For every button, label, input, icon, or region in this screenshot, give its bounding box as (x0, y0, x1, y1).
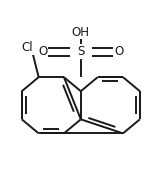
Text: O: O (38, 45, 47, 58)
Text: S: S (77, 45, 85, 58)
Text: O: O (114, 45, 123, 58)
Text: OH: OH (72, 26, 90, 39)
Text: Cl: Cl (22, 41, 33, 54)
